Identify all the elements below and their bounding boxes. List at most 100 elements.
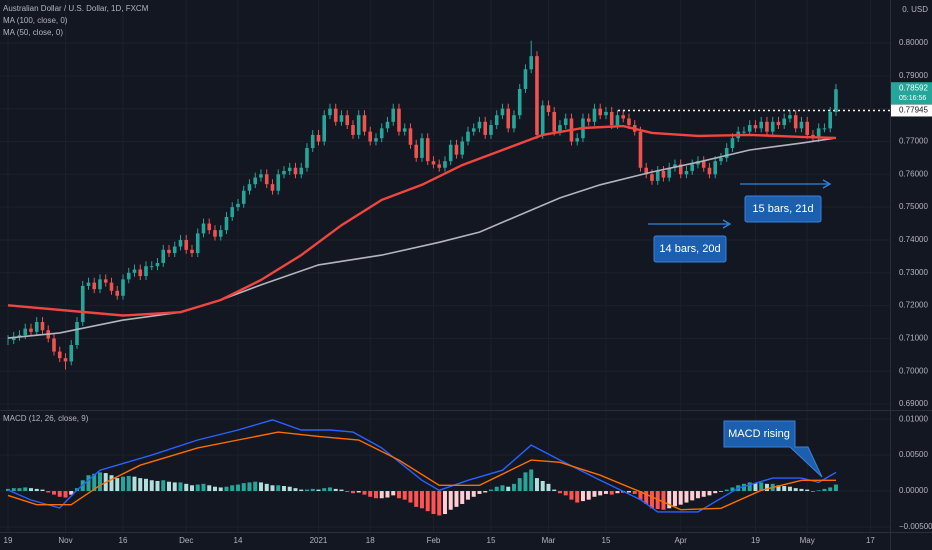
candle-body	[34, 322, 39, 332]
histogram-bar	[592, 491, 597, 497]
candle-body	[69, 345, 74, 362]
candle-body	[500, 108, 505, 116]
histogram-bar	[506, 486, 511, 492]
candle-body	[494, 115, 499, 126]
histogram-bar	[379, 491, 384, 499]
candle-body	[793, 115, 798, 129]
marks: 19 Nov 16 Dec 14 2021 18 Feb 15 Mar 15 Apr 19 May 17 0.…	[4, 38, 932, 545]
candle-body	[305, 148, 309, 168]
candle-body	[17, 335, 22, 337]
candle-body	[425, 138, 430, 162]
histogram-bar	[247, 482, 252, 492]
callout-box	[723, 420, 823, 478]
histogram-bar	[477, 491, 482, 494]
candle-body	[420, 138, 424, 158]
histogram-bar	[805, 489, 810, 492]
x-tick-label: 15	[602, 536, 611, 545]
histogram-bar	[626, 491, 631, 493]
histogram-bar	[488, 489, 493, 492]
histogram-bar	[511, 483, 516, 492]
candle-body	[477, 121, 482, 129]
candle-body	[770, 121, 775, 132]
histogram-bar	[155, 480, 160, 492]
histogram-bar	[310, 488, 315, 492]
candle-body	[75, 322, 79, 346]
last-price-label: 0.78592	[899, 83, 928, 92]
x-tick-label: May	[800, 536, 815, 545]
histogram-bar	[339, 489, 344, 492]
candle-body	[638, 131, 643, 168]
histogram-bar	[460, 491, 465, 504]
candle-body	[822, 128, 827, 130]
x-tick-label: Dec	[179, 536, 193, 545]
histogram-bar	[86, 475, 91, 492]
y-tick-label: 0.73000	[899, 268, 928, 277]
histogram-bar	[218, 487, 223, 492]
histogram-bar	[471, 491, 476, 497]
candle-body	[828, 111, 833, 129]
candle-body	[684, 171, 689, 175]
histogram-bar	[69, 491, 74, 495]
candle-body	[443, 161, 447, 168]
histogram-bar	[419, 491, 424, 509]
candle-body	[799, 121, 804, 129]
candle-body	[259, 174, 263, 178]
histogram-bar	[264, 483, 269, 492]
histogram-bar	[40, 489, 45, 492]
y-tick-label: 0.69000	[899, 399, 928, 408]
candle-body	[253, 177, 258, 185]
candle-body	[724, 148, 729, 158]
ray-label: 0.77945	[899, 106, 928, 115]
candle-body	[368, 131, 373, 142]
candle-body	[466, 131, 470, 142]
arrow-head	[722, 219, 732, 229]
candle-body	[264, 174, 269, 185]
histogram-bar	[782, 486, 787, 492]
histogram-bar	[408, 491, 413, 503]
y-tick-label: 0.79000	[899, 71, 928, 80]
candle-body	[408, 128, 413, 145]
range-annotation: 15 bars, 21d	[740, 179, 832, 223]
candle-body	[213, 230, 217, 237]
candle-body	[552, 111, 557, 132]
candle-body	[270, 184, 275, 191]
candle-body	[586, 118, 591, 122]
annotation-box	[744, 195, 822, 223]
histogram-bar	[138, 478, 143, 492]
histogram-bar	[586, 491, 591, 500]
candle-body	[609, 111, 614, 126]
histogram-bar	[224, 486, 229, 492]
histogram-bar	[494, 486, 499, 492]
candle-body	[650, 174, 654, 181]
macd-line	[7, 419, 837, 513]
histogram-bar	[799, 488, 804, 492]
histogram-bar	[764, 483, 769, 492]
candle-body	[460, 141, 465, 155]
y-tick-label: 0.77000	[899, 137, 928, 146]
candle-body	[730, 138, 735, 149]
candle-body	[362, 115, 367, 132]
y-tick-label: 0.71000	[899, 334, 928, 343]
candle-body	[540, 105, 545, 135]
candle-body	[834, 89, 838, 112]
candle-body	[287, 167, 292, 172]
candle-body	[627, 118, 631, 126]
candle-body	[339, 115, 344, 122]
histogram-bar	[270, 485, 275, 492]
histogram-bar	[431, 491, 436, 515]
histogram-bar	[816, 490, 821, 492]
candle-body	[759, 121, 764, 129]
candle-body	[414, 144, 419, 158]
histogram-bar	[293, 488, 298, 492]
candle-body	[230, 207, 235, 217]
histogram-bar	[776, 485, 781, 492]
x-tick-label: Feb	[427, 536, 441, 545]
candle-body	[293, 167, 298, 175]
histogram-bar	[287, 486, 292, 492]
histogram-bar	[161, 480, 166, 492]
histogram-bar	[189, 485, 194, 492]
histogram-bar	[57, 491, 62, 497]
candle-body	[11, 336, 16, 341]
histogram-bar	[126, 475, 131, 492]
